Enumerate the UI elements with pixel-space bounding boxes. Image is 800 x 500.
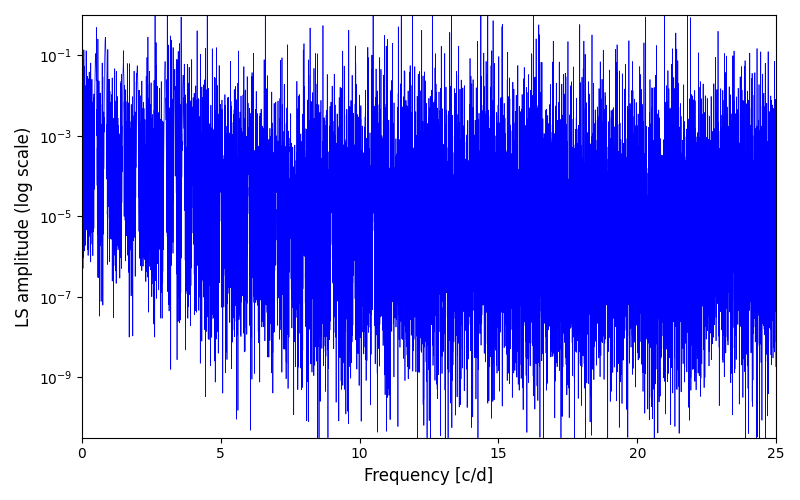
- X-axis label: Frequency [c/d]: Frequency [c/d]: [364, 467, 494, 485]
- Y-axis label: LS amplitude (log scale): LS amplitude (log scale): [15, 126, 33, 326]
